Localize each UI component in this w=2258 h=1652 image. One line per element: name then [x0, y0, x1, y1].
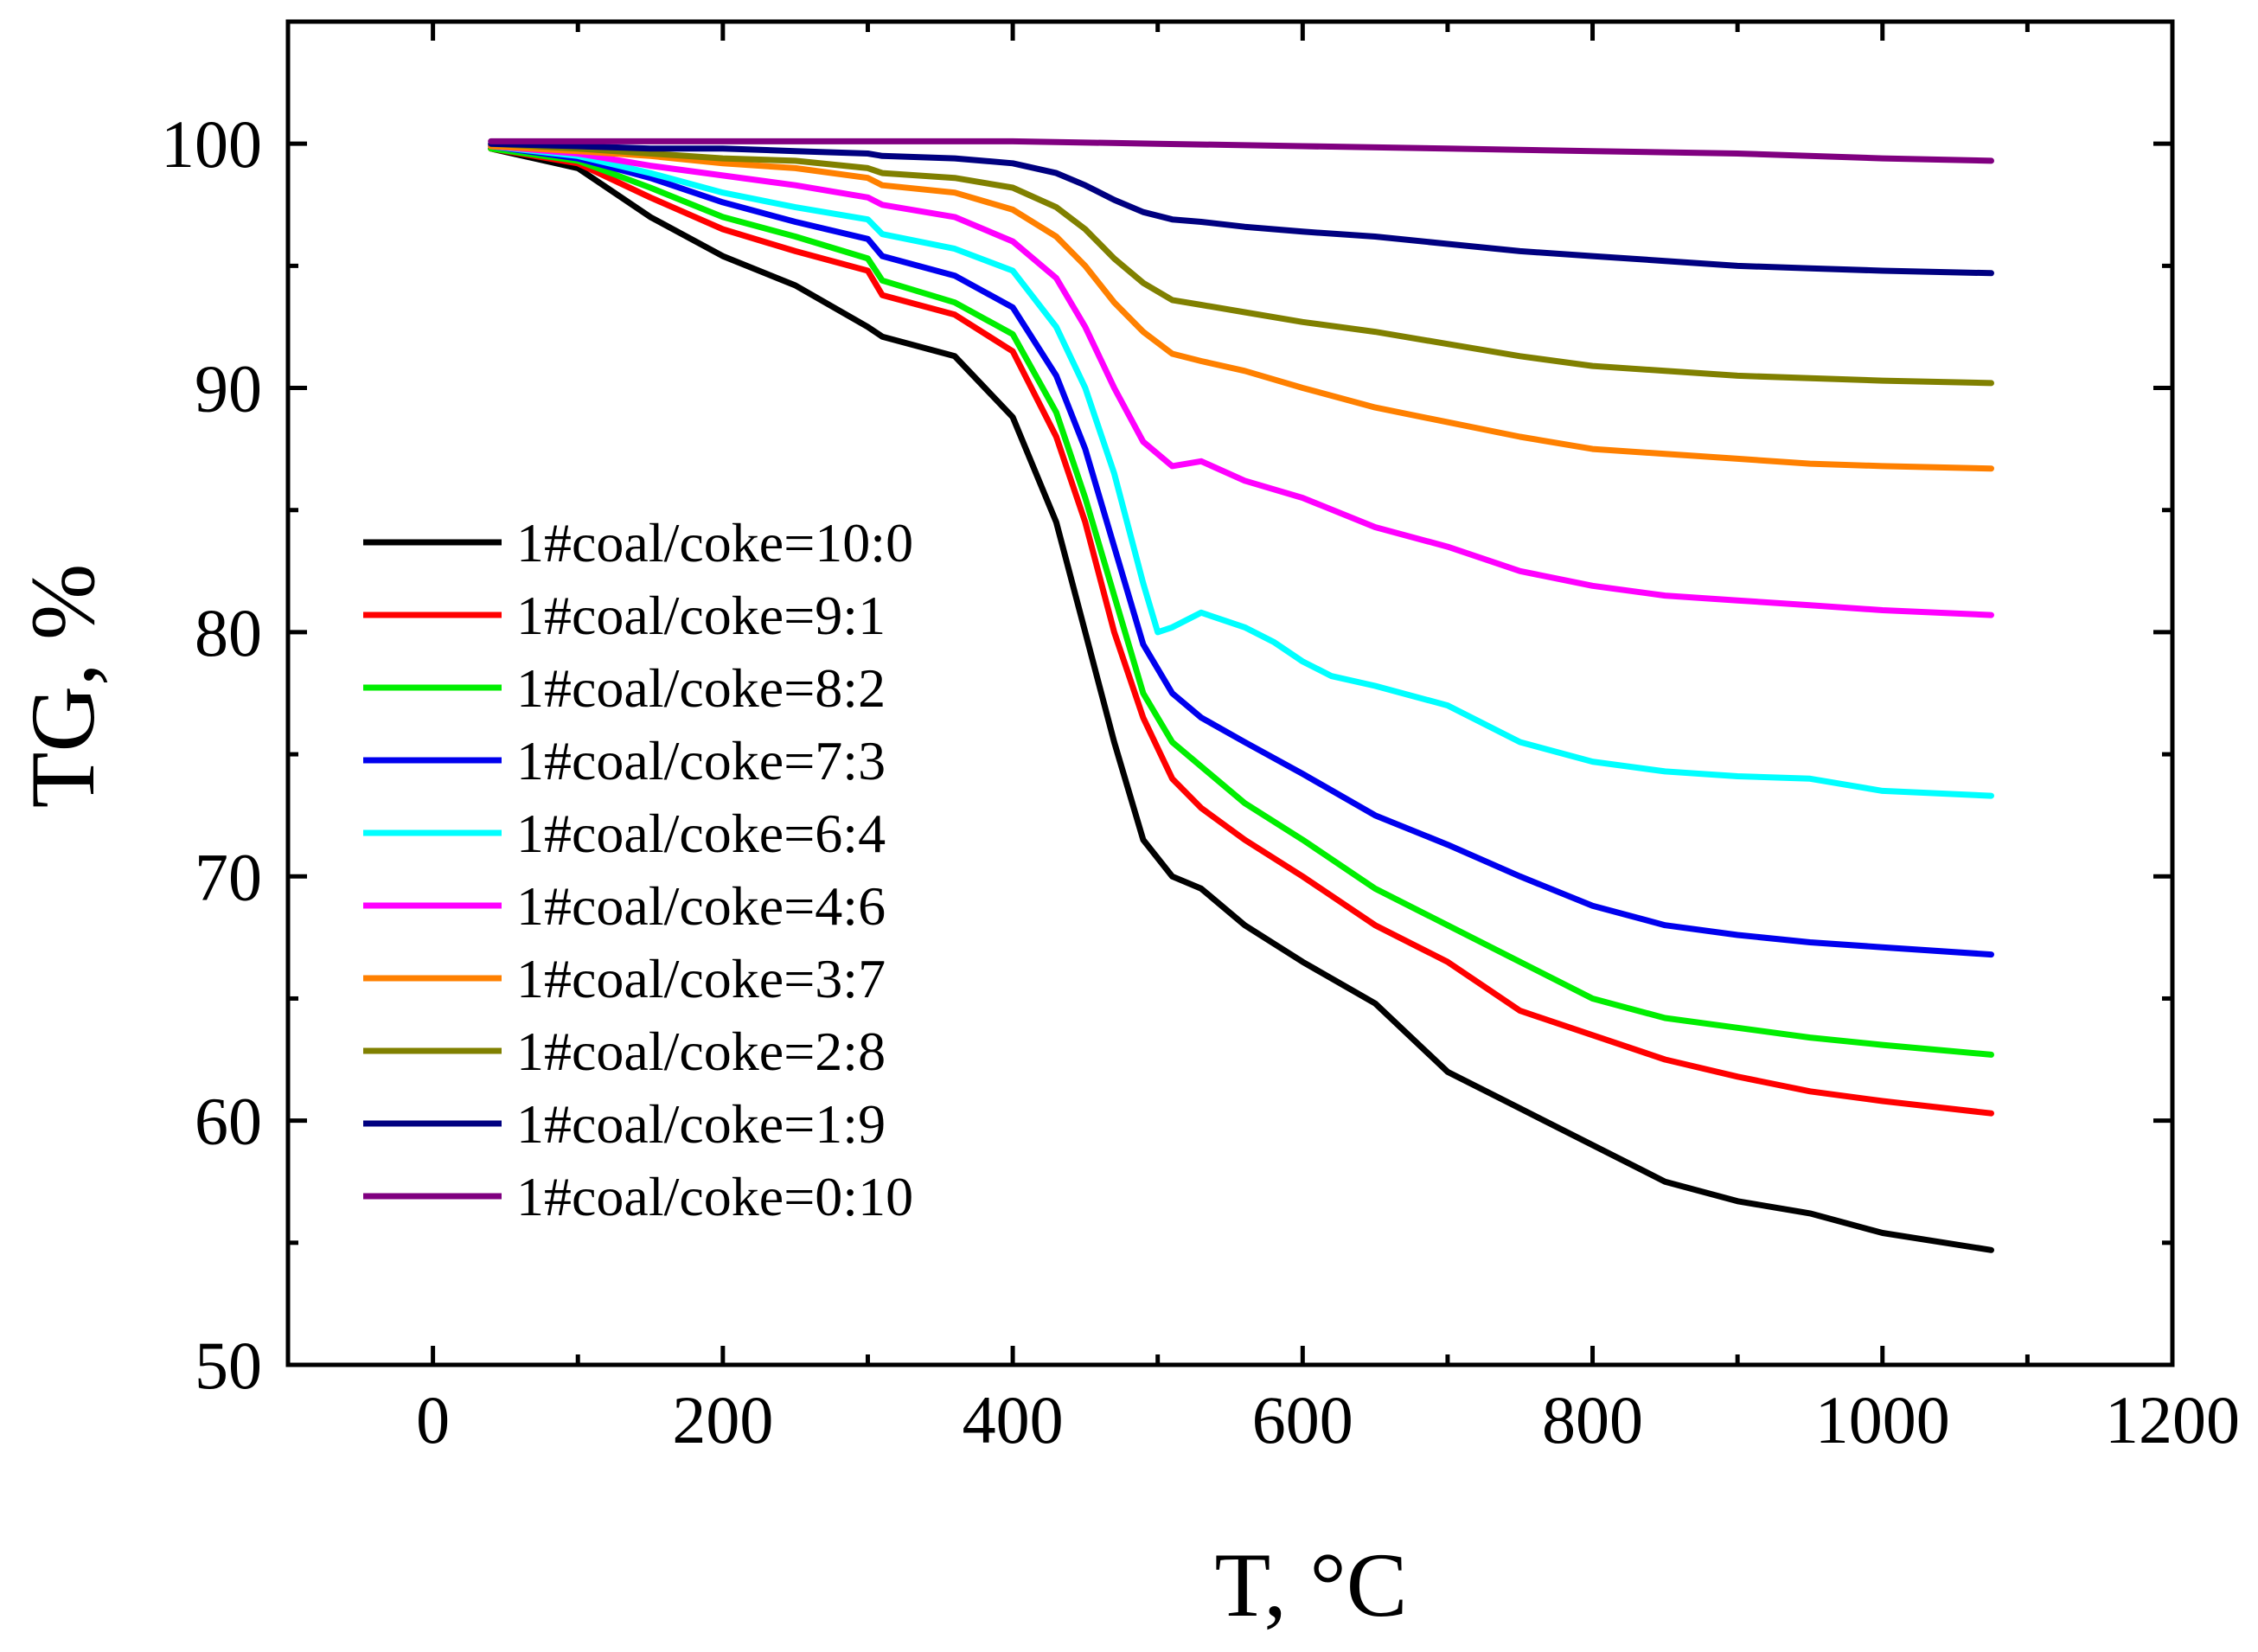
series-line-2 [488, 145, 1994, 1117]
legend-label-1: 1#coal/coke=10:0 [516, 512, 913, 573]
series-layer [488, 138, 1994, 1253]
y-tick-label: 100 [161, 106, 262, 182]
legend: 1#coal/coke=10:0 1#coal/coke=9:1 1#coal/co… [363, 512, 913, 1227]
plot-frame [285, 19, 2175, 1367]
y-tick-label: 90 [195, 351, 262, 426]
series-line-1 [488, 145, 1994, 1253]
x-tick-label: 400 [963, 1382, 1064, 1457]
y-tick-label: 80 [195, 595, 262, 670]
y-tick-label: 50 [195, 1328, 262, 1403]
legend-label-4: 1#coal/coke=7:3 [516, 730, 886, 791]
series-line-7 [488, 143, 1994, 472]
tick-layer: 0 200 400 600 800 1000 1200 50 60 70 80 90 100 [161, 22, 2240, 1457]
series-line-4 [488, 143, 1994, 958]
x-tick-label: 200 [672, 1382, 773, 1457]
series-line-3 [488, 145, 1994, 1058]
x-tick-label: 0 [416, 1382, 450, 1457]
series-line-8 [488, 140, 1994, 387]
legend-label-2: 1#coal/coke=9:1 [516, 585, 886, 646]
series-line-6 [488, 143, 1994, 618]
x-axis-title: T, °C [1215, 1534, 1408, 1636]
series-line-5 [488, 143, 1994, 799]
legend-label-10: 1#coal/coke=0:10 [516, 1166, 913, 1227]
legend-label-7: 1#coal/coke=3:7 [516, 948, 886, 1009]
x-tick-label: 1000 [1815, 1382, 1950, 1457]
legend-label-5: 1#coal/coke=6:4 [516, 803, 886, 864]
y-tick-label: 70 [195, 839, 262, 914]
y-axis-title: TG, % [12, 564, 113, 809]
legend-label-6: 1#coal/coke=4:6 [516, 875, 886, 937]
series-line-10 [488, 138, 1994, 164]
y-tick-label: 60 [195, 1084, 262, 1159]
legend-label-8: 1#coal/coke=2:8 [516, 1021, 886, 1082]
x-tick-label: 800 [1542, 1382, 1643, 1457]
legend-label-9: 1#coal/coke=1:9 [516, 1093, 886, 1155]
series-line-9 [488, 140, 1994, 277]
x-tick-label: 600 [1252, 1382, 1353, 1457]
legend-label-3: 1#coal/coke=8:2 [516, 657, 886, 719]
x-tick-label: 1200 [2105, 1382, 2240, 1457]
